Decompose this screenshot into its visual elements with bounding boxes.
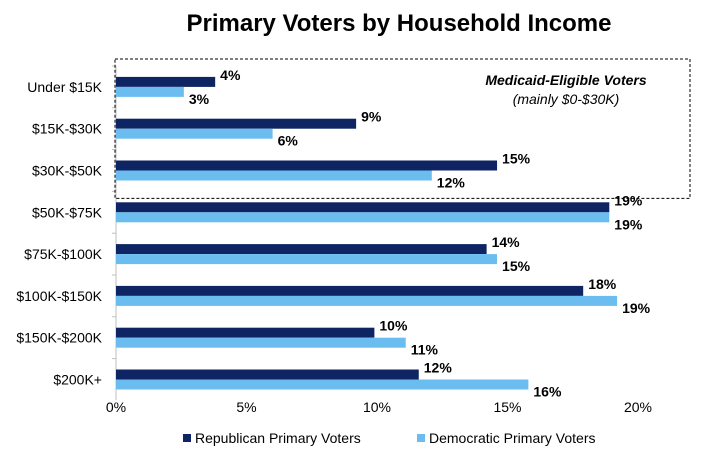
x-tick-label: 10% [363, 399, 391, 415]
bar-republican [116, 202, 610, 213]
bar-republican [116, 244, 487, 255]
data-label: 19% [622, 300, 651, 316]
bar-democratic [116, 337, 406, 348]
data-label: 14% [492, 234, 521, 250]
legend-label: Republican Primary Voters [195, 430, 361, 446]
bar-democratic [116, 86, 184, 97]
data-label: 3% [189, 91, 210, 107]
medicaid-annotation-box [114, 58, 691, 199]
data-label: 15% [502, 258, 531, 274]
bar-democratic [116, 128, 273, 139]
data-label: 11% [411, 342, 439, 358]
data-label: 9% [361, 109, 382, 125]
data-label: 19% [614, 216, 643, 232]
data-label: 16% [533, 384, 562, 400]
bar-democratic [116, 254, 498, 265]
legend-swatch-democratic [417, 434, 425, 442]
category-label: $150K-$200K [16, 330, 102, 346]
data-label: 4% [220, 67, 241, 83]
data-label: 15% [502, 151, 531, 167]
annotation-title: Medicaid-Eligible Voters [485, 72, 647, 88]
bar-republican [116, 369, 419, 380]
category-label: $100K-$150K [16, 288, 102, 304]
bar-republican [116, 160, 498, 171]
category-label: $50K-$75K [32, 204, 103, 220]
annotation-subtitle: (mainly $0-$30K) [513, 91, 620, 107]
x-tick-label: 5% [236, 399, 256, 415]
bar-republican [116, 76, 216, 87]
x-tick-label: 20% [624, 399, 652, 415]
data-label: 18% [588, 276, 617, 292]
legend: Republican Primary Voters Democratic Prim… [183, 430, 595, 446]
category-label: Under $15K [27, 79, 102, 95]
data-label: 10% [379, 318, 408, 334]
bar-democratic [116, 295, 618, 306]
category-label: $200K+ [53, 372, 102, 388]
data-label: 12% [424, 360, 453, 376]
bar-democratic [116, 170, 432, 181]
legend-swatch-republican [183, 434, 191, 442]
x-tick-label: 0% [106, 399, 126, 415]
data-label: 19% [614, 192, 643, 208]
annotation-group: Medicaid-Eligible Voters (mainly $0-$30K… [114, 58, 691, 199]
category-label: $75K-$100K [24, 246, 103, 262]
x-tick-label: 15% [493, 399, 521, 415]
bar-democratic [116, 379, 529, 390]
category-label: $30K-$50K [32, 163, 103, 179]
category-label: $15K-$30K [32, 121, 103, 137]
legend-label: Democratic Primary Voters [429, 430, 595, 446]
chart-title: Primary Voters by Household Income [186, 10, 611, 37]
plot-area: Under $15K 4% 3% $15K-$30K 9% 6% $30K-$50K 15% 1… [16, 65, 652, 415]
data-label: 12% [437, 175, 466, 191]
bar-democratic [116, 212, 610, 223]
data-label: 6% [278, 133, 299, 149]
bar-republican [116, 118, 357, 129]
bar-republican [116, 285, 584, 296]
bar-republican [116, 327, 375, 338]
